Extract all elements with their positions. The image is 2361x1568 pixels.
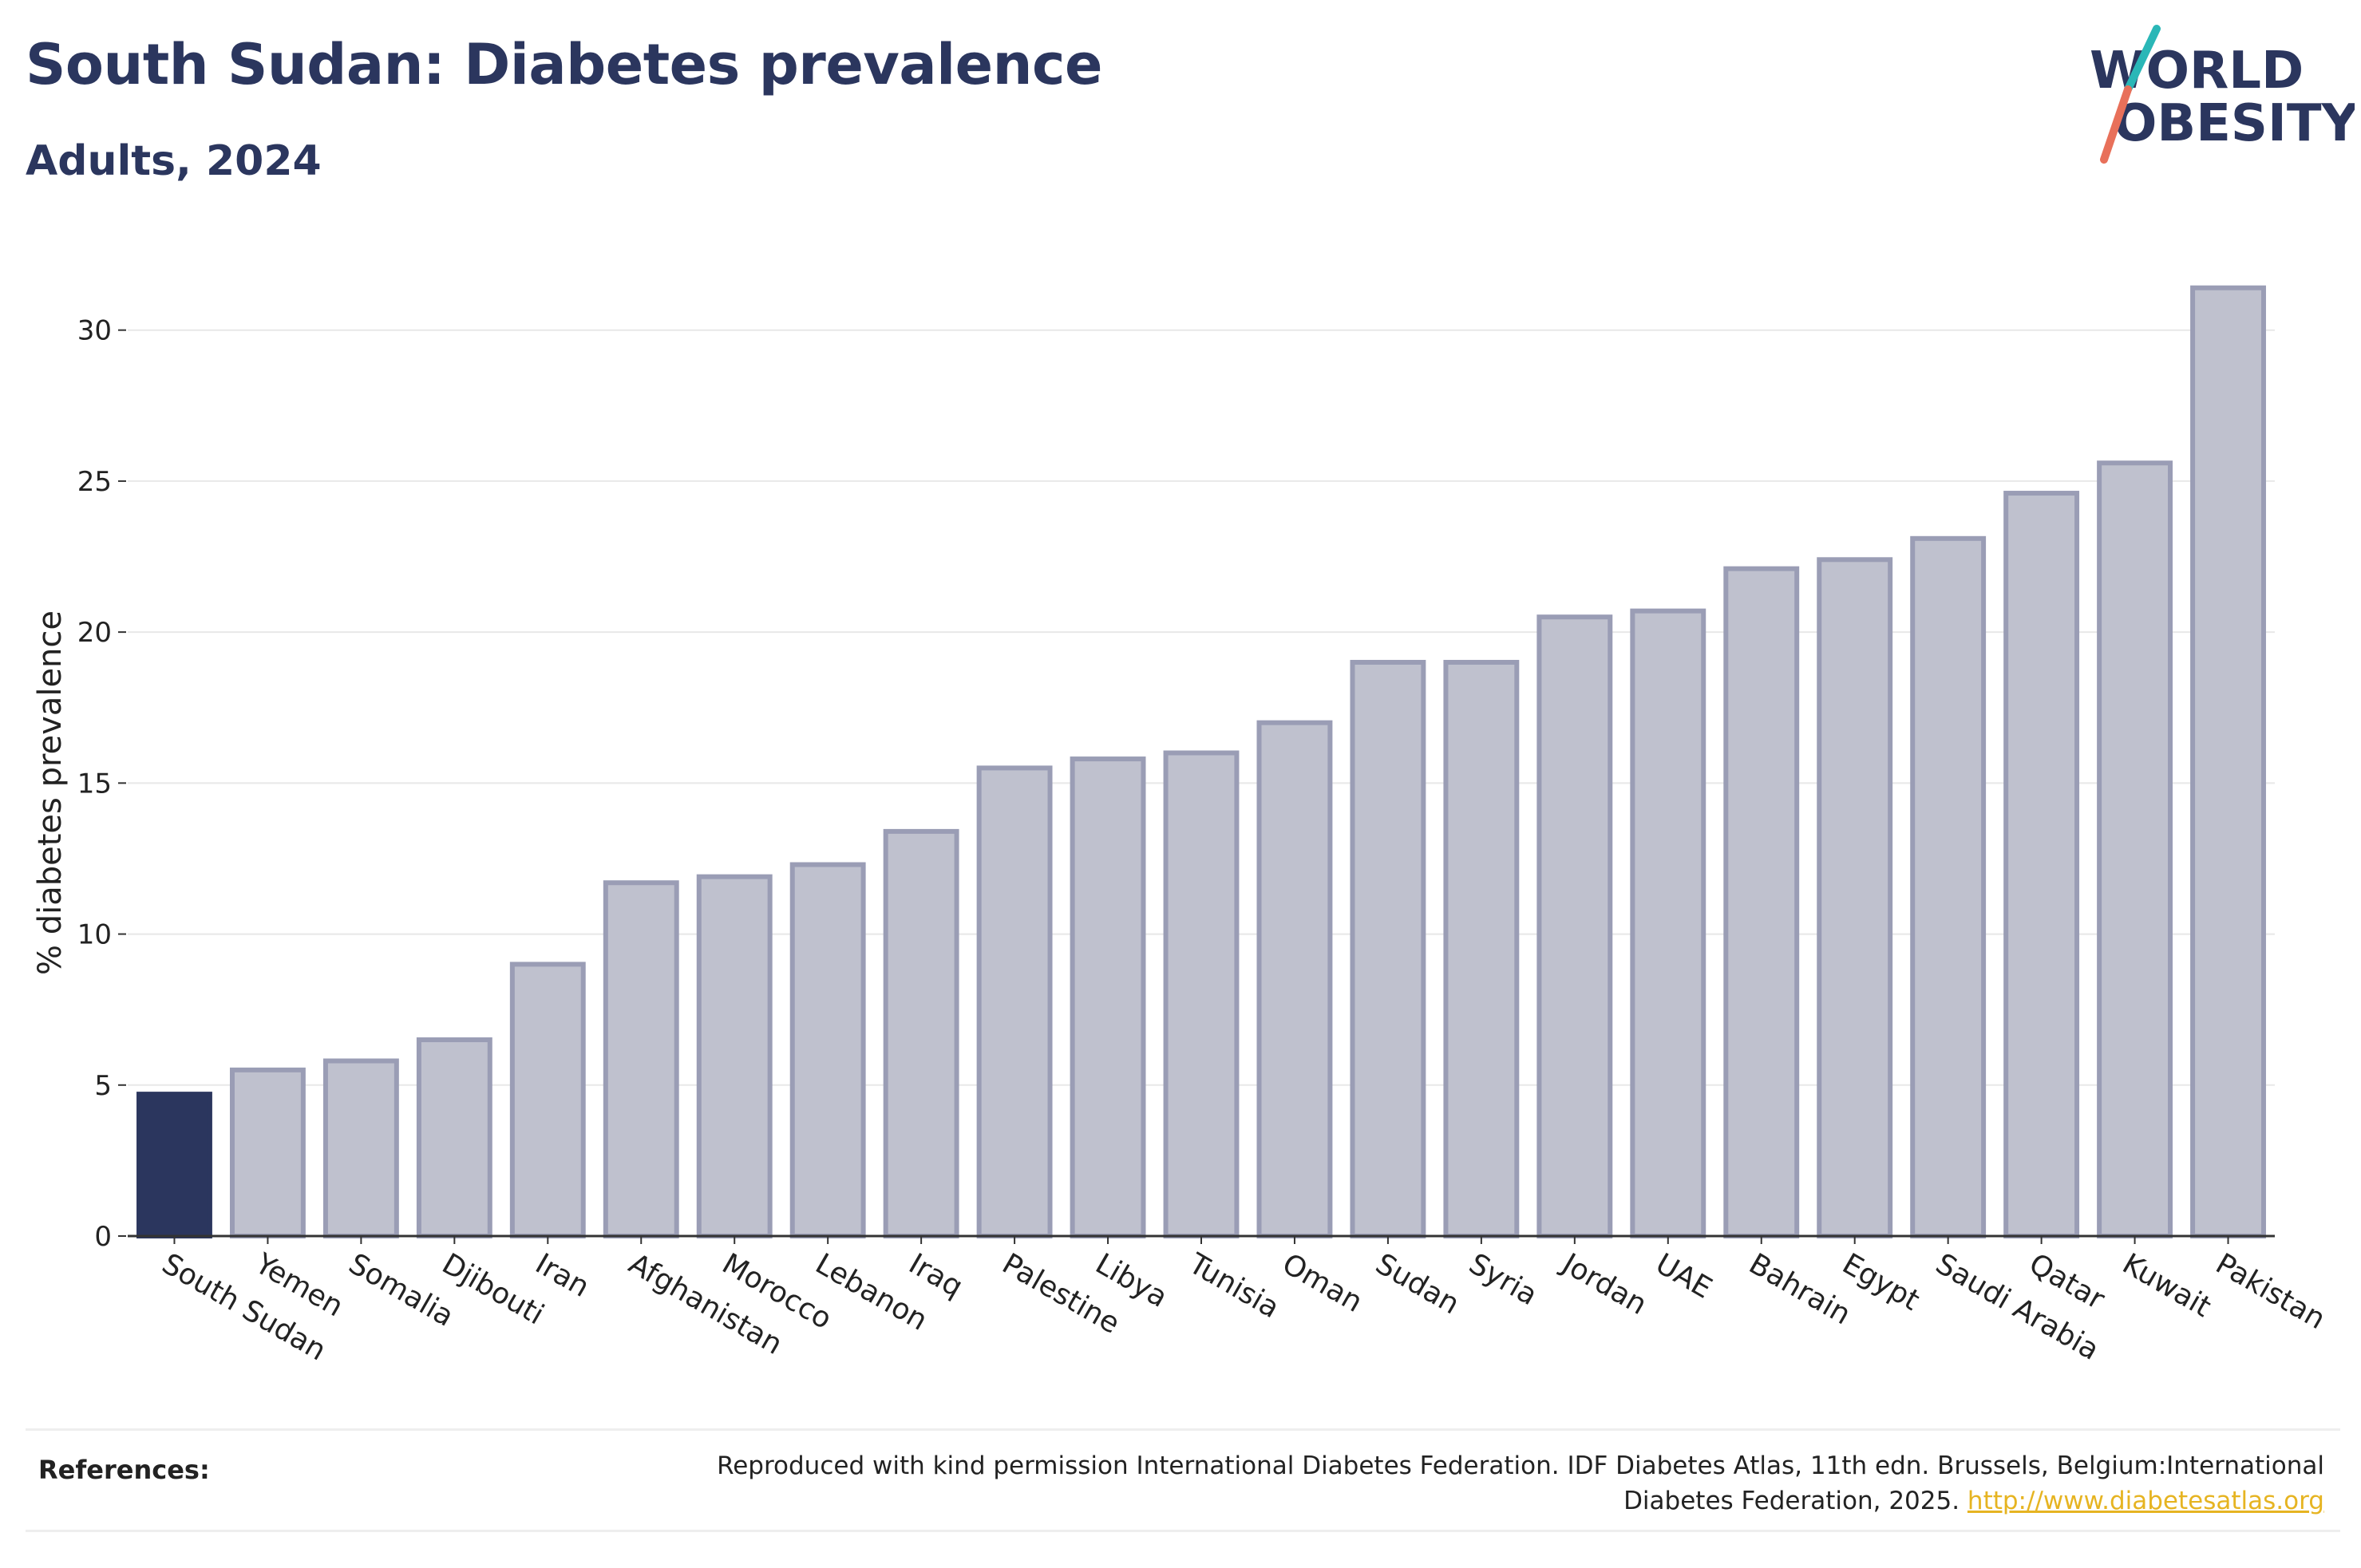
x-tick-label: Kuwait xyxy=(2117,1247,2217,1324)
y-tick-label: 0 xyxy=(94,1221,112,1253)
bar-iran xyxy=(509,962,586,1238)
references-link[interactable]: http://www.diabetesatlas.org xyxy=(1967,1487,2324,1515)
bar-saudi-arabia xyxy=(1910,535,1987,1238)
logo-slash-coral xyxy=(2100,85,2132,164)
x-tick-label: Somalia xyxy=(343,1247,459,1333)
world-obesity-logo: WORLD OBESITY xyxy=(2090,25,2355,164)
bar-lebanon xyxy=(789,862,866,1238)
bar-south-sudan xyxy=(136,1092,212,1239)
bar-morocco xyxy=(696,874,773,1239)
x-tick-label: Bahrain xyxy=(1743,1247,1856,1331)
bar-qatar xyxy=(2003,491,2080,1238)
x-tick-label: Iraq xyxy=(904,1247,968,1304)
bar-oman xyxy=(1256,720,1333,1238)
x-tick-label: Pakistan xyxy=(2210,1247,2331,1336)
bar-yemen xyxy=(229,1067,306,1238)
bar-bahrain xyxy=(1723,566,1800,1238)
y-tick-label: 20 xyxy=(77,617,112,649)
references-text: Reproduced with kind permission Internat… xyxy=(688,1448,2324,1519)
references-label: References: xyxy=(38,1455,210,1485)
bar-djibouti xyxy=(416,1037,492,1238)
bar-libya xyxy=(1070,756,1146,1238)
y-axis-label: % diabetes prevalence xyxy=(32,610,69,975)
bar-jordan xyxy=(1536,614,1613,1238)
x-tick-label: Syria xyxy=(1463,1247,1542,1312)
bar-afghanistan xyxy=(603,880,679,1239)
bars xyxy=(136,285,2266,1239)
y-tick-label: 30 xyxy=(77,315,112,347)
x-tick-label: UAE xyxy=(1650,1247,1717,1305)
chart-subtitle: Adults, 2024 xyxy=(26,137,322,185)
x-tick-label: Oman xyxy=(1276,1247,1367,1319)
bar-uae xyxy=(1630,608,1706,1238)
bar-iraq xyxy=(883,828,959,1239)
x-tick-label: Tunisia xyxy=(1183,1247,1285,1325)
y-tick-label: 10 xyxy=(77,919,112,951)
bar-somalia xyxy=(322,1058,399,1238)
x-tick-label: Jordan xyxy=(1556,1246,1652,1321)
x-tick-label: Djibouti xyxy=(437,1247,549,1331)
x-tick-label: Sudan xyxy=(1370,1247,1465,1321)
logo-word-obesity: OBESITY xyxy=(2114,94,2355,153)
y-tick-label: 15 xyxy=(77,768,112,800)
references-citation: Reproduced with kind permission Internat… xyxy=(717,1451,2324,1515)
bar-syria xyxy=(1443,659,1520,1238)
bar-sudan xyxy=(1350,659,1426,1238)
y-axis-ticks: 0 5 10 15 20 25 30 xyxy=(77,315,126,1253)
y-tick-label: 25 xyxy=(77,466,112,498)
y-tick-label: 5 xyxy=(94,1070,112,1102)
references-panel: References: Reproduced with kind permiss… xyxy=(26,1428,2340,1532)
bar-kuwait xyxy=(2097,460,2173,1238)
bar-pakistan xyxy=(2190,285,2266,1238)
bar-tunisia xyxy=(1163,750,1240,1238)
chart-title: South Sudan: Diabetes prevalence xyxy=(26,32,1102,97)
x-tick-label: Iran xyxy=(530,1247,595,1304)
bar-egypt xyxy=(1817,557,1893,1238)
logo-slash-teal xyxy=(2124,25,2161,93)
bar-chart: 0 5 10 15 20 25 30 South SudanYemenSomaliaDjib… xyxy=(32,285,2331,1368)
bar-palestine xyxy=(976,765,1053,1238)
